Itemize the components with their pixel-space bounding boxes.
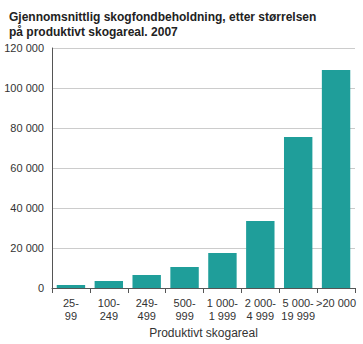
- svg-text:499: 499: [138, 310, 156, 322]
- svg-text:Gjennomsnittlig skogfondbehold: Gjennomsnittlig skogfondbeholdning, ette…: [9, 10, 320, 24]
- svg-text:100-: 100-: [98, 297, 120, 309]
- svg-text:>20 000: >20 000: [316, 297, 356, 309]
- svg-text:99: 99: [65, 310, 77, 322]
- svg-text:4 999: 4 999: [247, 310, 275, 322]
- svg-text:20 000: 20 000: [10, 242, 44, 254]
- svg-text:40 000: 40 000: [10, 202, 44, 214]
- svg-text:2 000-: 2 000-: [245, 297, 277, 309]
- svg-text:999: 999: [175, 310, 193, 322]
- svg-text:0: 0: [38, 282, 44, 294]
- svg-text:1 999: 1 999: [209, 310, 237, 322]
- svg-text:249: 249: [100, 310, 118, 322]
- svg-text:249-: 249-: [136, 297, 158, 309]
- svg-text:80 000: 80 000: [10, 122, 44, 134]
- svg-text:på produktivt skogareal. 2007: på produktivt skogareal. 2007: [9, 25, 178, 39]
- svg-text:1 000-: 1 000-: [207, 297, 239, 309]
- svg-text:60 000: 60 000: [10, 162, 44, 174]
- svg-text:19 999: 19 999: [281, 310, 315, 322]
- svg-text:120 000: 120 000: [4, 42, 44, 54]
- svg-text:500-: 500-: [174, 297, 196, 309]
- svg-text:5 000-: 5 000-: [283, 297, 315, 309]
- svg-text:100 000: 100 000: [4, 82, 44, 94]
- svg-text:25-: 25-: [63, 297, 79, 309]
- svg-text:Produktivt skogareal: Produktivt skogareal: [149, 326, 258, 340]
